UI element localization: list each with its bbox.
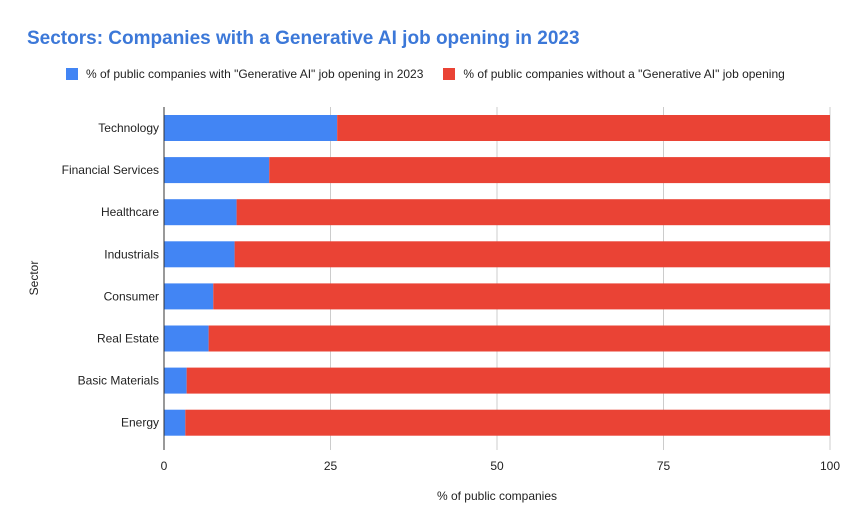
bar-without — [213, 283, 830, 310]
bar-without — [208, 325, 830, 352]
legend: % of public companies with "Generative A… — [66, 67, 805, 81]
bar-without — [185, 409, 830, 436]
y-tick-label: Basic Materials — [78, 374, 159, 388]
x-tick-label: 75 — [657, 459, 671, 473]
x-tick-label: 0 — [161, 459, 168, 473]
bar-without — [186, 367, 831, 394]
y-tick-label: Technology — [98, 121, 159, 135]
x-tick-label: 100 — [820, 459, 840, 473]
y-tick-label: Consumer — [104, 289, 159, 303]
bar-with — [164, 367, 187, 394]
y-tick-label: Energy — [121, 416, 159, 430]
y-tick-label: Financial Services — [62, 163, 159, 177]
chart-title: Sectors: Companies with a Generative AI … — [27, 28, 580, 49]
bar-with — [164, 115, 338, 141]
bar-without — [269, 157, 830, 184]
legend-label-with: % of public companies with "Generative A… — [86, 67, 424, 81]
bar-with — [164, 199, 237, 226]
x-tick-label: 50 — [490, 459, 504, 473]
bar-with — [164, 241, 235, 268]
x-tick-label: 25 — [324, 459, 338, 473]
bar-without — [236, 199, 830, 226]
legend-label-without: % of public companies without a "Generat… — [463, 67, 785, 81]
legend-item-with[interactable]: % of public companies with "Generative A… — [66, 67, 423, 81]
bar-without — [234, 241, 830, 268]
x-axis-title: % of public companies — [437, 489, 557, 503]
y-axis-title: Sector — [27, 261, 41, 296]
bar-with — [164, 283, 214, 310]
legend-swatch-without — [443, 68, 456, 80]
bar-without — [337, 115, 830, 141]
bar-with — [164, 157, 270, 184]
bar-with — [164, 325, 209, 352]
y-tick-label: Industrials — [104, 247, 159, 261]
y-tick-label: Real Estate — [97, 332, 159, 346]
y-tick-label: Healthcare — [101, 205, 159, 219]
bar-with — [164, 409, 186, 436]
legend-swatch-with — [66, 68, 78, 80]
legend-item-without[interactable]: % of public companies without a "Generat… — [443, 67, 785, 81]
